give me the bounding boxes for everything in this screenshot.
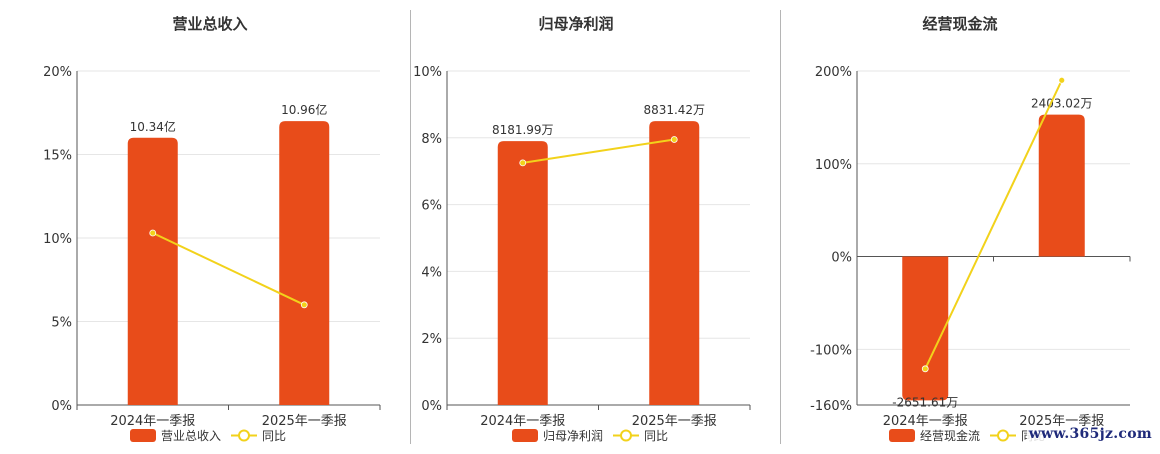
x-tick-label: 2025年一季报 [632,414,717,429]
bar-value-label: 8831.42万 [643,103,705,117]
legend-bar-label: 营业总收入 [161,429,221,443]
chart-cash-flow: 经营现金流 -160% -100% 0% 100% 200% -2651.61万 2403.0… [810,15,1131,443]
legend-line-marker [997,429,1009,442]
series-line-yoy [924,79,1063,370]
bar-value-label: -2651.61万 [892,395,958,409]
y-tick-label: -160% [810,399,852,414]
y-tick-label: 2% [421,332,442,347]
legend-line-marker [238,429,250,442]
legend-bar-label: 经营现金流 [920,428,980,443]
legend-line-label: 同比 [262,429,286,443]
y-tick-label: 6% [421,199,442,214]
line-point [519,159,527,167]
y-tick-label: 8% [421,132,442,147]
y-tick-label: 0% [51,399,72,414]
line-point [1058,76,1066,84]
legend-line-label: 同比 [644,429,668,443]
y-tick-label: 10% [43,232,72,247]
watermark-text: www.365jz.com [1026,426,1154,442]
bar [1038,114,1085,257]
chart-title: 归母净利润 [538,15,613,33]
chart-panel-cash-flow: 经营现金流 -160% -100% 0% 100% 200% -2651.61万 2403.0… [781,0,1160,450]
bar-value-label: 10.34亿 [130,119,176,134]
chart-title: 营业总收入 [172,15,247,33]
line-point [670,136,678,143]
x-tick-label: 2024年一季报 [883,414,968,429]
legend-bar-swatch [130,429,156,442]
y-tick-label: 0% [831,251,852,266]
chart-title: 经营现金流 [922,15,997,33]
y-tick-label: 5% [51,316,72,331]
legend-line-marker [620,429,632,442]
series-line-yoy [522,138,675,164]
panel-divider [780,10,781,444]
x-tick-label: 2024年一季报 [110,414,195,429]
x-tick-label: 2025年一季报 [262,414,347,429]
chart-revenue: 营业总收入 0% 5% 10% 15% 20% 10.34亿 10.96亿 2024年一季报 20… [43,15,381,443]
bar [127,137,178,406]
legend-bar-swatch [889,429,915,442]
x-tick-label: 2024年一季报 [480,414,565,429]
y-tick-label: 200% [815,65,852,80]
line-point [921,365,929,373]
series-line-yoy [152,232,305,306]
y-tick-label: 4% [421,265,442,280]
line-point [300,301,308,309]
x-tick-label: 2025年一季报 [1019,414,1104,429]
y-tick-label: 15% [43,149,72,164]
legend-bar-label: 归母净利润 [543,429,603,443]
y-tick-label: -100% [810,343,852,358]
chart-panel-net-profit: 归母净利润 0% 2% 4% 6% 8% 10% 8181.99万 8831.42万 2024年一… [411,0,781,450]
bar-value-label: 10.96亿 [281,102,327,117]
y-tick-label: 10% [413,65,442,80]
panel-divider [410,10,411,444]
chart-panel-revenue: 营业总收入 0% 5% 10% 15% 20% 10.34亿 10.96亿 2024年一季报 20… [0,0,410,450]
bar [649,121,700,405]
y-tick-label: 20% [43,65,72,80]
bar [279,121,330,405]
legend-bar-swatch [512,429,538,442]
y-tick-label: 0% [421,399,442,414]
chart-net-profit: 归母净利润 0% 2% 4% 6% 8% 10% 8181.99万 8831.42万 2024年一… [413,15,751,443]
bar-value-label: 8181.99万 [492,123,554,137]
bar [497,141,548,405]
line-point [149,229,157,237]
bar [902,256,949,401]
y-tick-label: 100% [815,158,852,173]
bar-value-label: 2403.02万 [1031,97,1093,111]
